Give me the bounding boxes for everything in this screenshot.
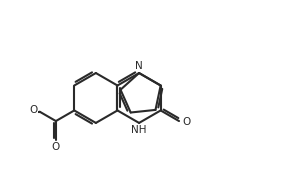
Text: O: O: [182, 117, 190, 127]
Text: N: N: [135, 61, 143, 71]
Text: O: O: [29, 105, 38, 115]
Text: O: O: [52, 142, 60, 152]
Text: NH: NH: [131, 125, 147, 135]
